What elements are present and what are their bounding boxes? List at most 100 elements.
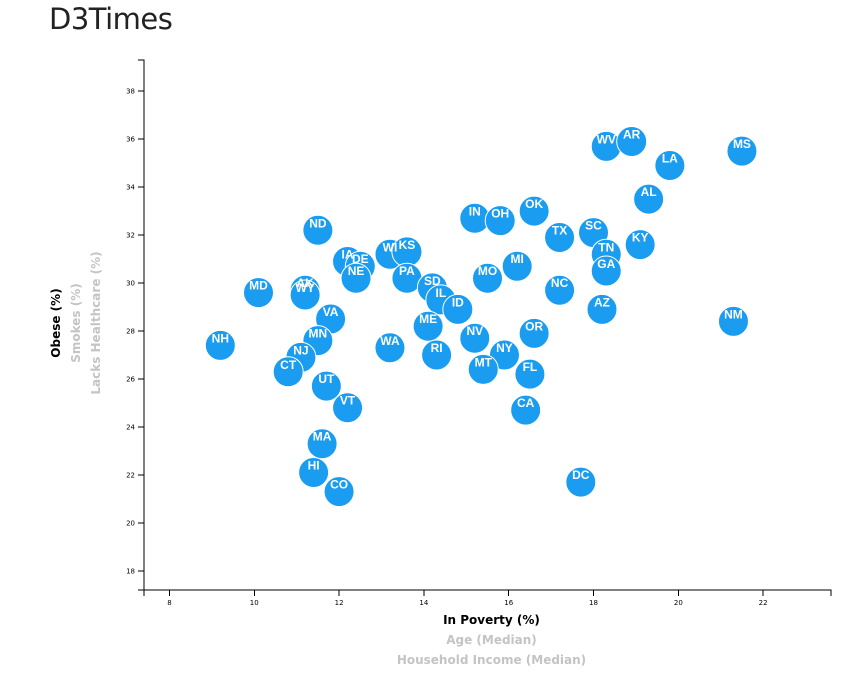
state-label-va: VA	[323, 305, 339, 319]
y-tick-label: 20	[126, 519, 135, 527]
state-marker-mi[interactable]	[501, 250, 533, 282]
y-tick-label: 36	[126, 136, 135, 144]
state-label-ut: UT	[318, 372, 335, 386]
x-tick-label: 20	[674, 599, 683, 607]
state-marker-ga[interactable]	[590, 255, 622, 287]
y-axis-option[interactable]: Obese (%)	[49, 288, 63, 357]
x-tick-label: 8	[167, 599, 171, 607]
state-marker-ar[interactable]	[616, 126, 648, 158]
state-marker-tx[interactable]	[544, 221, 576, 253]
state-label-ne: NE	[348, 264, 365, 278]
y-axis-option[interactable]: Lacks Healthcare (%)	[89, 251, 103, 394]
state-marker-ky[interactable]	[624, 229, 656, 261]
x-axis-option[interactable]: In Poverty (%)	[443, 613, 540, 627]
state-label-fl: FL	[523, 360, 538, 374]
state-label-wy: WY	[295, 281, 314, 295]
state-label-ma: MA	[313, 430, 332, 444]
state-marker-nc[interactable]	[544, 274, 576, 306]
state-label-nd: ND	[309, 216, 327, 230]
x-tick-label: 14	[419, 599, 428, 607]
state-label-mo: MO	[478, 264, 497, 278]
state-label-mi: MI	[511, 252, 524, 266]
state-marker-ri[interactable]	[421, 339, 453, 371]
state-marker-ma[interactable]	[306, 428, 338, 460]
x-tick-label: 16	[504, 599, 513, 607]
y-tick-label: 32	[126, 232, 135, 240]
state-marker-nv[interactable]	[459, 322, 491, 354]
y-tick-label: 26	[126, 375, 135, 383]
y-tick-label: 28	[126, 327, 135, 335]
state-label-ca: CA	[517, 396, 535, 410]
state-marker-ut[interactable]	[310, 370, 342, 402]
state-label-hi: HI	[308, 458, 320, 472]
state-marker-la[interactable]	[654, 150, 686, 182]
state-label-id: ID	[452, 295, 464, 309]
state-label-sd: SD	[424, 274, 441, 288]
state-marker-md[interactable]	[243, 277, 274, 309]
state-marker-ms[interactable]	[726, 135, 758, 167]
state-marker-nh[interactable]	[204, 329, 236, 361]
state-label-md: MD	[249, 279, 268, 293]
state-label-la: LA	[662, 152, 678, 166]
y-tick-label: 18	[126, 567, 135, 575]
x-tick-label: 10	[250, 599, 259, 607]
state-label-in: IN	[469, 204, 481, 218]
page-title: D3Times	[49, 2, 173, 36]
state-marker-or[interactable]	[518, 317, 550, 349]
state-marker-ne[interactable]	[340, 262, 372, 294]
state-marker-al[interactable]	[633, 183, 665, 215]
state-label-mt: MT	[475, 355, 493, 369]
state-label-vt: VT	[340, 394, 356, 408]
state-label-wa: WA	[380, 334, 400, 348]
state-label-nh: NH	[212, 331, 229, 345]
state-label-dc: DC	[572, 468, 590, 482]
state-label-ga: GA	[597, 257, 615, 271]
x-axis: 8 10 12 14 16 18 20 22	[143, 589, 832, 607]
state-marker-mt[interactable]	[467, 353, 499, 385]
y-axis-option[interactable]: Smokes (%)	[69, 283, 83, 363]
state-label-al: AL	[641, 185, 657, 199]
state-label-me: ME	[419, 312, 437, 326]
state-marker-mo[interactable]	[472, 262, 503, 294]
state-marker-ok[interactable]	[518, 195, 550, 227]
y-axis: 18 20 22 24 26 28 30 32 34 36 38	[126, 59, 145, 591]
state-marker-nd[interactable]	[302, 214, 334, 246]
state-marker-ct[interactable]	[272, 356, 304, 388]
y-axis-line	[138, 59, 145, 591]
state-marker-me[interactable]	[412, 310, 444, 342]
state-label-nj: NJ	[293, 343, 308, 357]
x-tick-label: 12	[335, 599, 344, 607]
state-marker-wa[interactable]	[374, 332, 406, 364]
state-label-nm: NM	[724, 307, 743, 321]
state-label-il: IL	[436, 286, 447, 300]
state-marker-co[interactable]	[323, 476, 355, 508]
y-tick-label: 24	[126, 423, 135, 431]
state-marker-id[interactable]	[442, 293, 474, 325]
x-tick-label: 22	[759, 599, 768, 607]
state-marker-ca[interactable]	[510, 394, 542, 426]
state-label-oh: OH	[491, 207, 509, 221]
state-marker-hi[interactable]	[298, 456, 330, 488]
state-marker-dc[interactable]	[565, 466, 597, 498]
x-axis-option[interactable]: Age (Median)	[446, 633, 537, 647]
state-label-ak: AK	[296, 276, 314, 290]
state-marker-oh[interactable]	[484, 205, 516, 237]
x-tick-label: 18	[589, 599, 598, 607]
state-marker-nm[interactable]	[717, 305, 749, 337]
state-label-ky: KY	[632, 231, 649, 245]
state-marker-vt[interactable]	[332, 392, 364, 424]
state-label-tn: TN	[598, 240, 614, 254]
x-axis-option[interactable]: Household Income (Median)	[397, 653, 586, 667]
state-label-ks: KS	[399, 238, 416, 252]
state-label-nv: NV	[466, 324, 483, 338]
state-marker-wy[interactable]	[289, 279, 321, 311]
state-marker-az[interactable]	[586, 293, 618, 325]
state-label-ct: CT	[280, 358, 297, 372]
state-label-az: AZ	[594, 295, 610, 309]
state-marker-fl[interactable]	[514, 358, 546, 390]
state-label-ri: RI	[431, 341, 443, 355]
state-label-tx: TX	[552, 223, 567, 237]
y-tick-label: 34	[126, 184, 135, 192]
state-label-nc: NC	[551, 276, 569, 290]
state-label-de: DE	[352, 252, 369, 266]
